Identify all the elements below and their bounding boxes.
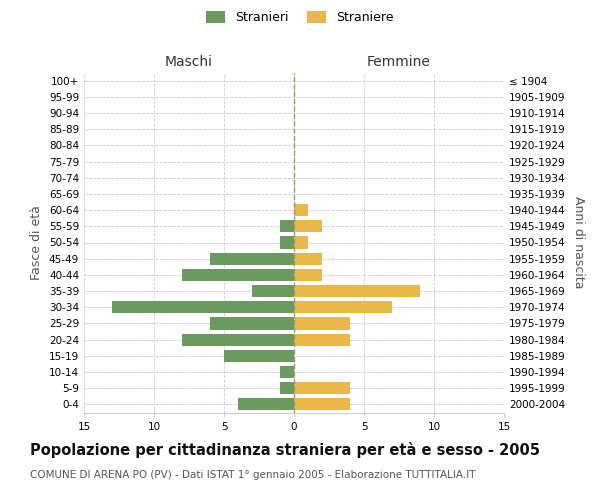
Bar: [252, 285, 294, 297]
Bar: [294, 334, 350, 345]
Bar: [294, 382, 350, 394]
Bar: [294, 220, 322, 232]
Text: Popolazione per cittadinanza straniera per età e sesso - 2005: Popolazione per cittadinanza straniera p…: [30, 442, 540, 458]
Bar: [294, 252, 322, 265]
Bar: [182, 269, 294, 281]
Bar: [294, 269, 322, 281]
Bar: [280, 236, 294, 248]
Y-axis label: Anni di nascita: Anni di nascita: [572, 196, 585, 288]
Legend: Stranieri, Straniere: Stranieri, Straniere: [202, 6, 398, 29]
Bar: [294, 204, 308, 216]
Bar: [280, 220, 294, 232]
Text: Femmine: Femmine: [367, 56, 431, 70]
Bar: [294, 285, 420, 297]
Bar: [112, 301, 294, 314]
Bar: [294, 318, 350, 330]
Bar: [238, 398, 294, 410]
Y-axis label: Fasce di età: Fasce di età: [31, 205, 43, 280]
Bar: [210, 318, 294, 330]
Bar: [294, 301, 392, 314]
Bar: [182, 334, 294, 345]
Text: COMUNE DI ARENA PO (PV) - Dati ISTAT 1° gennaio 2005 - Elaborazione TUTTITALIA.I: COMUNE DI ARENA PO (PV) - Dati ISTAT 1° …: [30, 470, 476, 480]
Bar: [280, 382, 294, 394]
Text: Maschi: Maschi: [165, 56, 213, 70]
Bar: [294, 236, 308, 248]
Bar: [210, 252, 294, 265]
Bar: [224, 350, 294, 362]
Bar: [280, 366, 294, 378]
Bar: [294, 398, 350, 410]
